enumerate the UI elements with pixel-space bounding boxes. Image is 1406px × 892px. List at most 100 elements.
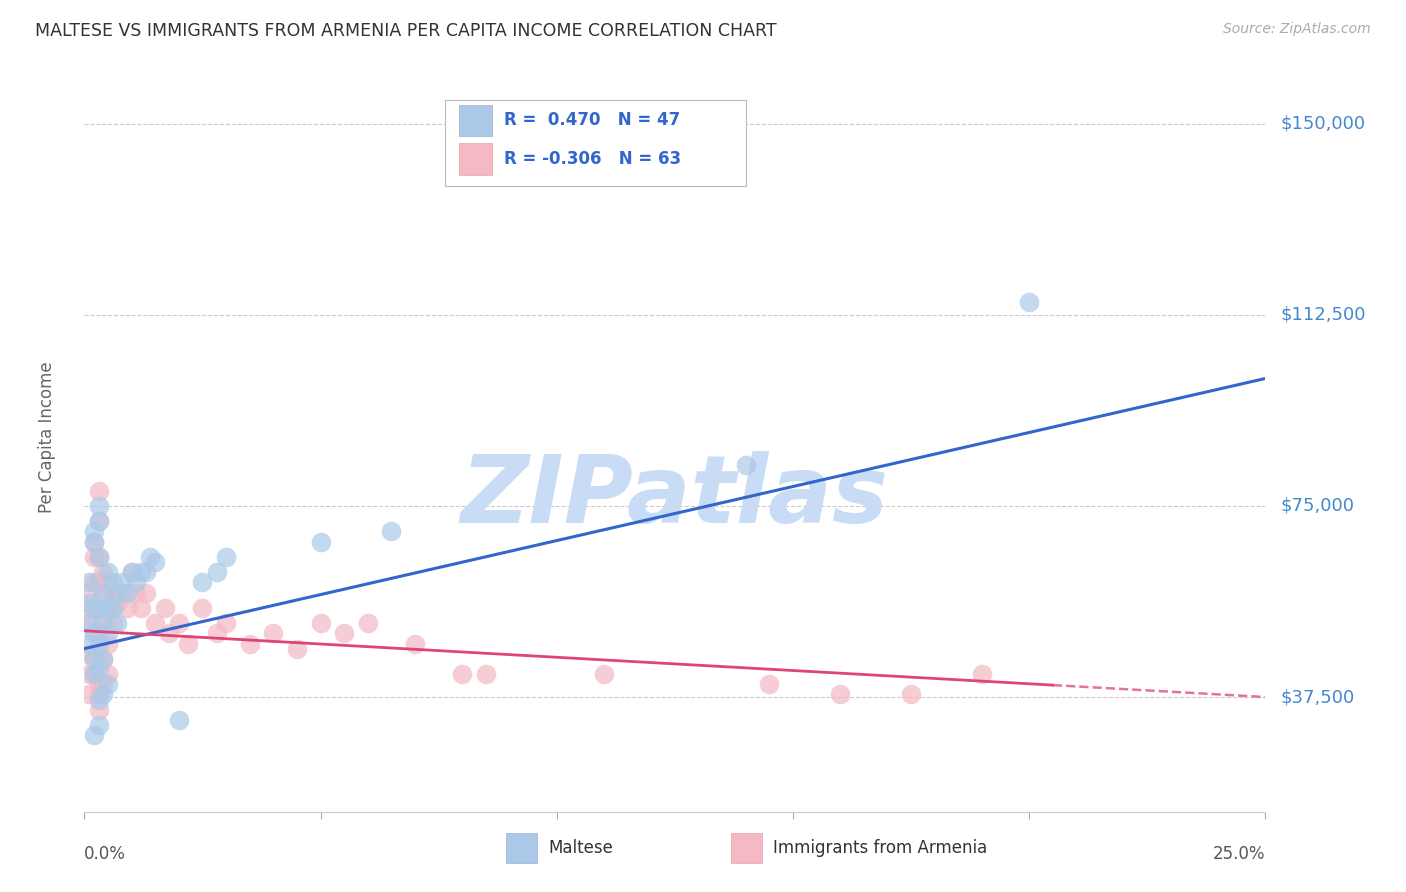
Point xyxy=(205,565,228,579)
Point xyxy=(758,677,780,691)
Point xyxy=(380,524,402,539)
Point xyxy=(135,565,157,579)
Point xyxy=(239,636,262,650)
Point xyxy=(83,549,105,564)
Point xyxy=(77,647,100,661)
Point xyxy=(87,514,110,528)
Bar xyxy=(458,144,492,175)
Point xyxy=(87,718,110,732)
Point xyxy=(1018,295,1040,310)
Point xyxy=(83,728,105,742)
FancyBboxPatch shape xyxy=(444,100,745,186)
Point xyxy=(83,647,105,661)
Point xyxy=(83,534,105,549)
Point xyxy=(830,688,852,702)
Point xyxy=(87,677,110,691)
Text: R = -0.306   N = 63: R = -0.306 N = 63 xyxy=(503,150,681,168)
Point xyxy=(215,549,238,564)
Point xyxy=(87,549,110,564)
Point xyxy=(125,575,148,590)
Point xyxy=(135,585,157,599)
Point xyxy=(87,652,110,666)
Point xyxy=(900,688,922,702)
Point xyxy=(404,636,426,650)
Point xyxy=(177,636,200,650)
Text: Source: ZipAtlas.com: Source: ZipAtlas.com xyxy=(1223,22,1371,37)
Point xyxy=(191,600,214,615)
Point xyxy=(111,585,134,599)
Point xyxy=(143,616,166,631)
Point xyxy=(83,600,105,615)
Point xyxy=(97,565,120,579)
Point xyxy=(115,585,138,599)
Point xyxy=(357,616,380,631)
Point xyxy=(97,626,120,640)
Point xyxy=(121,565,143,579)
Point xyxy=(91,616,114,631)
Point xyxy=(91,652,114,666)
Point xyxy=(107,596,129,610)
Point xyxy=(91,585,114,599)
Text: ZIPatlas: ZIPatlas xyxy=(461,451,889,543)
Point xyxy=(143,555,166,569)
Point xyxy=(87,636,110,650)
Point xyxy=(139,549,162,564)
Point xyxy=(87,600,110,615)
Point xyxy=(153,600,176,615)
Point xyxy=(215,616,238,631)
Point xyxy=(121,565,143,579)
Point xyxy=(77,667,100,681)
Point xyxy=(77,575,100,590)
Point xyxy=(593,667,616,681)
Point xyxy=(101,600,124,615)
Point xyxy=(87,688,110,702)
Point xyxy=(101,616,124,631)
Point xyxy=(91,585,114,599)
Point xyxy=(83,626,105,640)
Point xyxy=(115,600,138,615)
Point xyxy=(309,534,332,549)
Point xyxy=(101,575,124,590)
Point xyxy=(87,703,110,717)
Point xyxy=(83,575,105,590)
Point xyxy=(77,616,100,631)
Point xyxy=(83,667,105,681)
Point xyxy=(91,677,114,691)
Text: $150,000: $150,000 xyxy=(1281,114,1365,133)
Point xyxy=(167,616,190,631)
Text: R =  0.470   N = 47: R = 0.470 N = 47 xyxy=(503,112,681,129)
Point xyxy=(77,585,100,599)
Point xyxy=(97,677,120,691)
Point xyxy=(87,626,110,640)
Point xyxy=(125,585,148,599)
Point xyxy=(87,600,110,615)
Point xyxy=(83,652,105,666)
Point xyxy=(97,600,120,615)
Point xyxy=(87,499,110,513)
Point xyxy=(157,626,180,640)
Point xyxy=(83,600,105,615)
Point xyxy=(77,600,100,615)
Point xyxy=(83,626,105,640)
Text: Maltese: Maltese xyxy=(548,839,613,857)
Text: MALTESE VS IMMIGRANTS FROM ARMENIA PER CAPITA INCOME CORRELATION CHART: MALTESE VS IMMIGRANTS FROM ARMENIA PER C… xyxy=(35,22,776,40)
Point xyxy=(107,585,129,599)
Point xyxy=(107,616,129,631)
Point xyxy=(83,534,105,549)
Point xyxy=(734,458,756,472)
Point xyxy=(77,596,100,610)
Bar xyxy=(458,104,492,136)
Point xyxy=(87,575,110,590)
Point xyxy=(970,667,993,681)
Point xyxy=(97,575,120,590)
Point xyxy=(91,565,114,579)
Point xyxy=(97,600,120,615)
Point xyxy=(205,626,228,640)
Point xyxy=(91,688,114,702)
Point xyxy=(97,636,120,650)
Point xyxy=(285,641,308,656)
Text: Immigrants from Armenia: Immigrants from Armenia xyxy=(773,839,987,857)
Point xyxy=(129,600,152,615)
Point xyxy=(451,667,474,681)
Text: $75,000: $75,000 xyxy=(1281,497,1355,515)
